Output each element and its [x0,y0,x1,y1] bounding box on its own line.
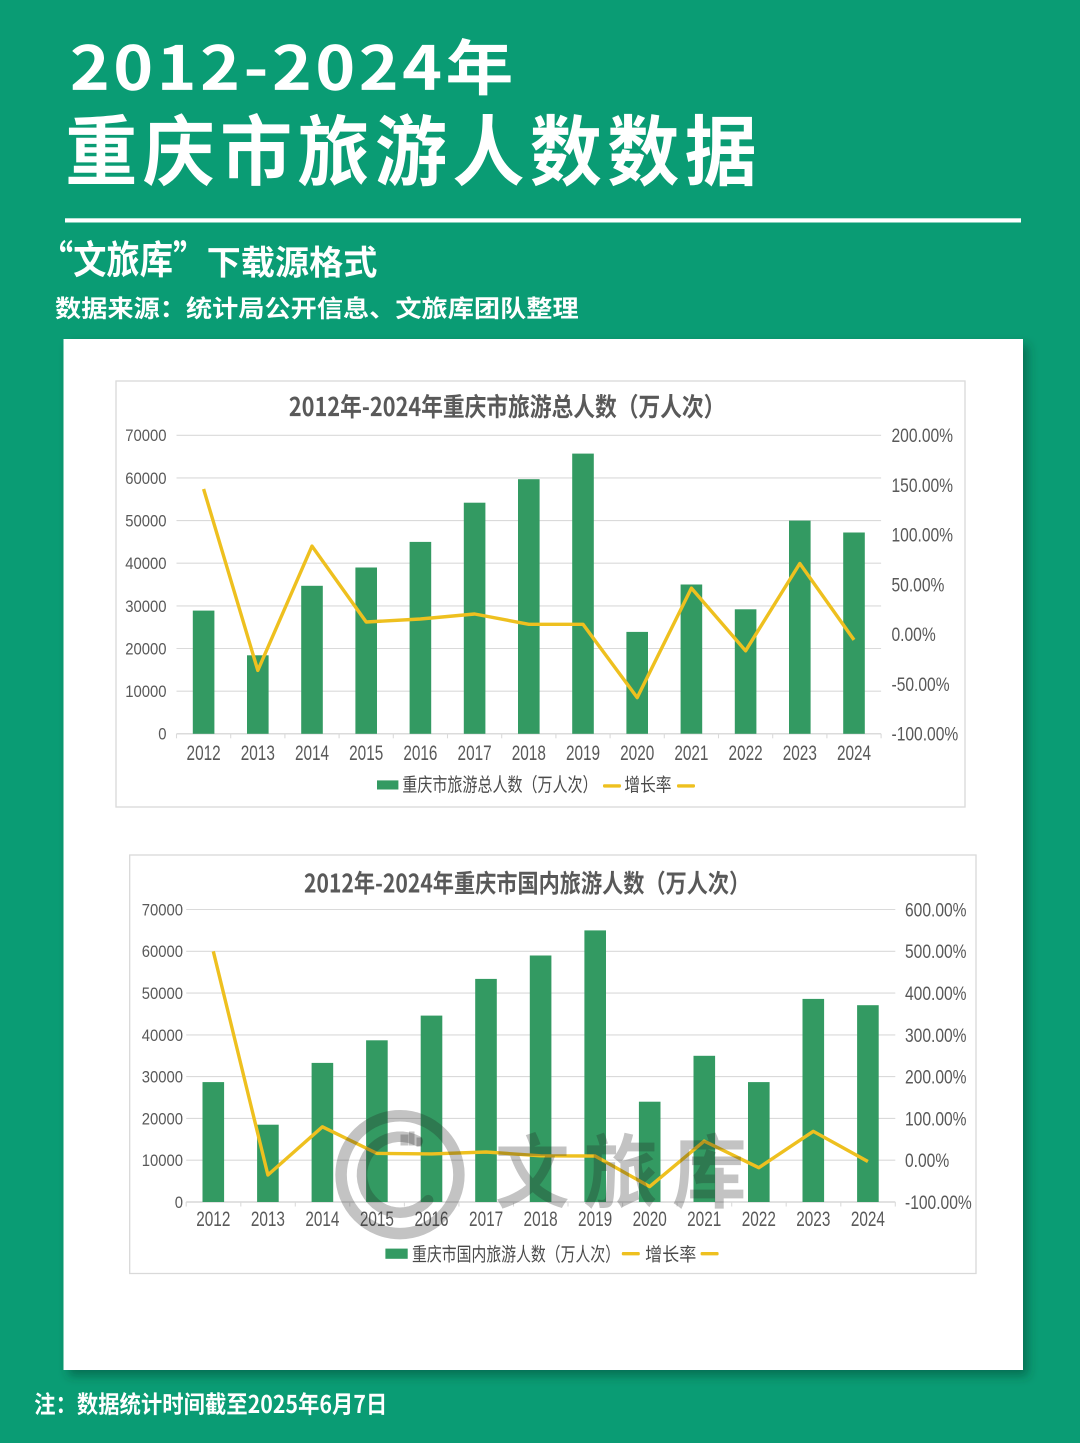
svg-text:2013: 2013 [241,741,275,765]
svg-text:-100.00%: -100.00% [892,723,959,745]
svg-text:2016: 2016 [414,1207,448,1231]
svg-text:0.00%: 0.00% [905,1149,949,1171]
svg-text:2024: 2024 [851,1207,885,1231]
svg-text:2012: 2012 [196,1207,230,1231]
svg-text:10000: 10000 [125,683,167,701]
svg-text:2017: 2017 [458,741,492,765]
svg-text:50000: 50000 [142,985,184,1003]
svg-text:0: 0 [175,1194,184,1212]
svg-text:2019: 2019 [566,741,600,765]
svg-text:400.00%: 400.00% [905,982,967,1004]
svg-text:600.00%: 600.00% [905,899,967,921]
svg-text:2019: 2019 [578,1207,612,1231]
svg-text:2015: 2015 [360,1207,394,1231]
svg-text:100.00%: 100.00% [892,524,954,546]
svg-text:2020: 2020 [620,741,654,765]
svg-text:2020: 2020 [633,1207,667,1231]
svg-text:100.00%: 100.00% [905,1108,967,1130]
svg-text:2023: 2023 [783,741,817,765]
svg-text:60000: 60000 [125,470,167,488]
svg-text:70000: 70000 [125,428,167,446]
svg-text:150.00%: 150.00% [892,474,954,496]
svg-text:500.00%: 500.00% [905,941,967,963]
svg-text:-100.00%: -100.00% [905,1191,972,1213]
svg-text:50000: 50000 [125,513,167,531]
svg-text:2023: 2023 [796,1207,830,1231]
svg-text:2022: 2022 [742,1207,776,1231]
svg-text:200.00%: 200.00% [905,1066,967,1088]
svg-text:2012: 2012 [187,741,221,765]
svg-text:30000: 30000 [125,598,167,616]
svg-text:20000: 20000 [125,641,167,659]
svg-text:2014: 2014 [305,1207,339,1231]
svg-text:0.00%: 0.00% [892,624,936,646]
svg-text:2022: 2022 [729,741,763,765]
svg-text:2021: 2021 [687,1207,721,1231]
svg-text:-50.00%: -50.00% [892,673,950,695]
svg-text:2021: 2021 [674,741,708,765]
svg-text:50.00%: 50.00% [892,574,945,596]
svg-text:2018: 2018 [524,1207,558,1231]
svg-text:2018: 2018 [512,741,546,765]
svg-text:300.00%: 300.00% [905,1024,967,1046]
svg-text:2015: 2015 [349,741,383,765]
svg-text:10000: 10000 [142,1152,184,1170]
svg-text:20000: 20000 [142,1111,184,1129]
svg-text:60000: 60000 [142,944,184,962]
svg-text:70000: 70000 [142,902,184,920]
svg-text:2024: 2024 [837,741,871,765]
svg-text:40000: 40000 [125,555,167,573]
svg-text:30000: 30000 [142,1069,184,1087]
svg-text:40000: 40000 [142,1027,184,1045]
svg-text:2014: 2014 [295,741,329,765]
svg-text:2017: 2017 [469,1207,503,1231]
svg-text:2013: 2013 [251,1207,285,1231]
svg-text:2016: 2016 [403,741,437,765]
svg-text:0: 0 [158,726,167,744]
svg-text:200.00%: 200.00% [892,425,954,447]
